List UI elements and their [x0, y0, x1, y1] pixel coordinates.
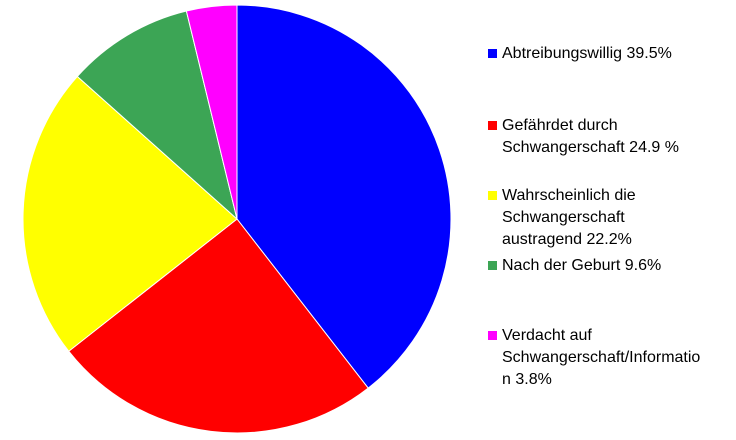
legend-marker-1 — [488, 49, 497, 58]
legend-label-5-line-1: Verdacht auf — [502, 327, 592, 344]
legend-label-4-line-1: Nach der Geburt 9.6% — [502, 257, 661, 274]
legend-marker-2 — [488, 121, 497, 130]
legend-marker-4 — [488, 261, 497, 270]
legend-marker-5 — [488, 331, 497, 340]
legend-label-2-line-1: Gefährdet durch — [502, 117, 618, 134]
pie-slice-2 — [68, 218, 369, 434]
legend-item-2: Gefährdet durch Schwangerschaft 24.9 % — [488, 117, 679, 156]
legend-item-5: Verdacht auf Schwangerschaft/Informatio n … — [488, 327, 700, 388]
legend-label-2-line-2: Schwangerschaft 24.9 % — [502, 139, 679, 156]
legend-item-1: Abtreibungswillig 39.5% — [488, 45, 672, 62]
pie-slices — [22, 4, 452, 434]
legend-marker-3 — [488, 191, 497, 200]
pie-slice-1 — [236, 4, 452, 389]
pie-slice-4 — [76, 10, 238, 221]
legend-label-3-line-2: Schwangerschaft — [502, 209, 625, 226]
legend-item-3: Wahrscheinlich die Schwangerschaft austrag… — [488, 187, 636, 248]
legend: Abtreibungswillig 39.5% Gefährdet durch Sc… — [488, 45, 700, 388]
legend-label-3-line-3: austragend 22.2% — [502, 231, 632, 248]
pie-slice-5 — [185, 4, 238, 220]
pie-slice-3 — [22, 75, 238, 352]
legend-label-5-line-2: Schwangerschaft/Informatio — [502, 349, 700, 366]
legend-label-3-line-1: Wahrscheinlich die — [502, 187, 636, 204]
legend-label-1-line-1: Abtreibungswillig 39.5% — [502, 45, 672, 62]
legend-label-5-line-3: n 3.8% — [502, 371, 552, 388]
legend-item-4: Nach der Geburt 9.6% — [488, 257, 661, 274]
